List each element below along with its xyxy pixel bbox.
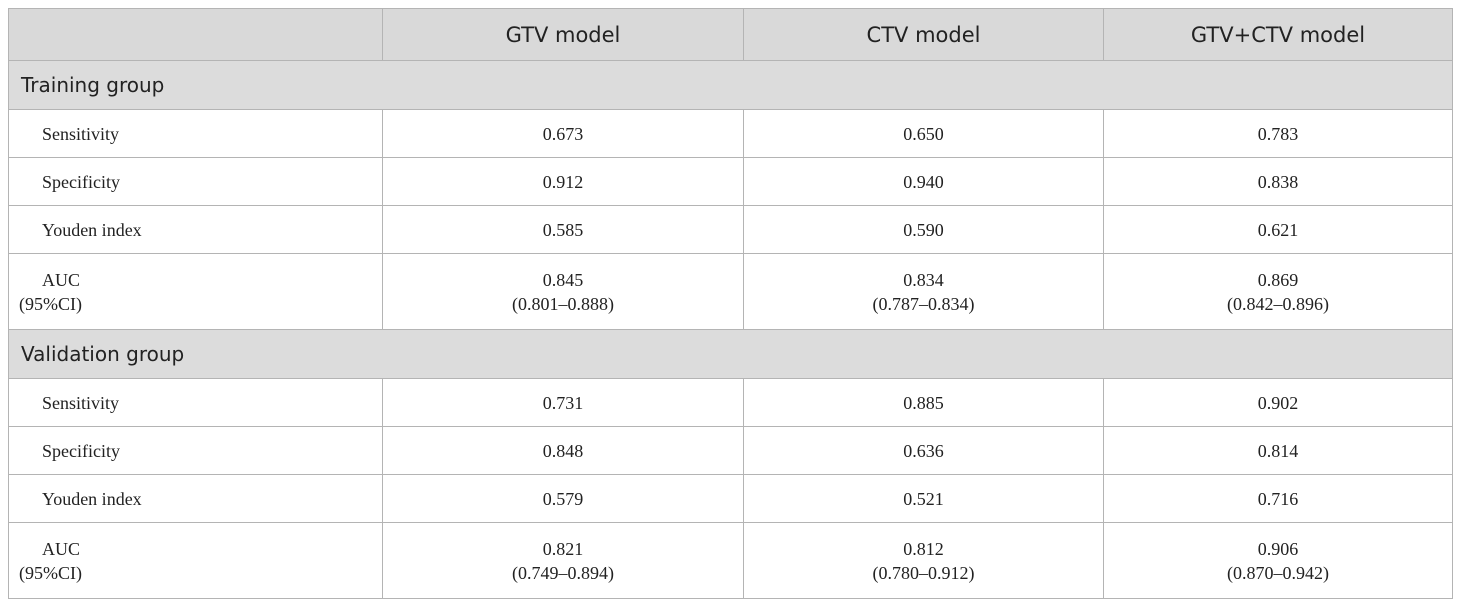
- value-line: 0.814: [1257, 440, 1299, 461]
- value-line: 0.579: [542, 488, 584, 509]
- row-label-line: Youden index: [42, 488, 142, 509]
- row-label-line: (95%CI): [19, 562, 82, 583]
- value-line: 0.838: [1257, 171, 1299, 192]
- row-label-line: AUC: [42, 269, 81, 290]
- value-line: 0.940: [903, 171, 944, 192]
- row-label-line: Youden index: [42, 219, 142, 240]
- row-label: Sensitivity: [8, 109, 383, 158]
- value-line: 0.834: [903, 269, 944, 290]
- value-line: 0.906: [1257, 538, 1299, 559]
- value-line: 0.521: [903, 488, 944, 509]
- header-cell: CTV model: [743, 8, 1104, 61]
- row-label: Specificity: [8, 426, 383, 475]
- row-label: AUC (95%CI): [8, 253, 383, 330]
- row-label-line: (95%CI): [19, 293, 82, 314]
- value-line: 0.783: [1257, 123, 1299, 144]
- row-label: Specificity: [8, 157, 383, 206]
- row-label: AUC (95%CI): [8, 522, 383, 599]
- value-line: (0.780–0.912): [872, 562, 975, 583]
- value-line: 0.636: [903, 440, 944, 461]
- value-cell: 0.812 (0.780–0.912): [743, 522, 1104, 599]
- value-cell: 0.848: [382, 426, 744, 475]
- value-cell: 0.716: [1103, 474, 1453, 523]
- value-cell: 0.814: [1103, 426, 1453, 475]
- value-cell: 0.731: [382, 378, 744, 427]
- value-line: 0.716: [1257, 488, 1299, 509]
- value-cell: 0.521: [743, 474, 1104, 523]
- value-line: (0.842–0.896): [1227, 293, 1329, 314]
- value-cell: 0.590: [743, 205, 1104, 254]
- value-line: 0.869: [1257, 269, 1299, 290]
- value-line: 0.731: [542, 392, 584, 413]
- row-label-line: Sensitivity: [42, 392, 120, 413]
- data-row: Youden index 0.585 0.590 0.621: [8, 205, 1453, 254]
- row-label-line: Specificity: [42, 171, 120, 192]
- value-line: 0.585: [542, 219, 584, 240]
- value-line: 0.673: [542, 123, 584, 144]
- value-line: (0.801–0.888): [512, 293, 614, 314]
- group-title: Training group: [8, 60, 1453, 110]
- value-cell: 0.579: [382, 474, 744, 523]
- value-line: 0.650: [903, 123, 944, 144]
- group-row: Validation group: [8, 329, 1453, 379]
- value-cell: 0.821 (0.749–0.894): [382, 522, 744, 599]
- value-cell: 0.783: [1103, 109, 1453, 158]
- row-label: Youden index: [8, 205, 383, 254]
- data-row: Sensitivity 0.673 0.650 0.783: [8, 109, 1453, 158]
- value-line: 0.902: [1257, 392, 1299, 413]
- header-cell: GTV model: [382, 8, 744, 61]
- value-line: (0.787–0.834): [872, 293, 975, 314]
- row-label-line: Sensitivity: [42, 123, 120, 144]
- value-line: 0.845: [542, 269, 584, 290]
- value-cell: 0.912: [382, 157, 744, 206]
- data-row: AUC (95%CI) 0.821 (0.749–0.894) 0.812 (0.780–…: [8, 522, 1453, 599]
- data-row: Specificity 0.848 0.636 0.814: [8, 426, 1453, 475]
- table-container: GTV model CTV model GTV+CTV model Training …: [8, 8, 1453, 599]
- results-table: GTV model CTV model GTV+CTV model Training …: [8, 8, 1453, 599]
- value-cell: 0.885: [743, 378, 1104, 427]
- value-line: 0.812: [903, 538, 944, 559]
- data-row: Sensitivity 0.731 0.885 0.902: [8, 378, 1453, 427]
- value-cell: 0.940: [743, 157, 1104, 206]
- row-label: Youden index: [8, 474, 383, 523]
- value-line: 0.885: [903, 392, 944, 413]
- header-cell: [8, 8, 383, 61]
- value-line: 0.912: [542, 171, 584, 192]
- value-cell: 0.845 (0.801–0.888): [382, 253, 744, 330]
- row-label: Sensitivity: [8, 378, 383, 427]
- value-cell: 0.906 (0.870–0.942): [1103, 522, 1453, 599]
- data-row: Specificity 0.912 0.940 0.838: [8, 157, 1453, 206]
- value-cell: 0.621: [1103, 205, 1453, 254]
- value-cell: 0.838: [1103, 157, 1453, 206]
- value-line: (0.870–0.942): [1227, 562, 1329, 583]
- value-cell: 0.902: [1103, 378, 1453, 427]
- header-cell: GTV+CTV model: [1103, 8, 1453, 61]
- group-row: Training group: [8, 60, 1453, 110]
- value-line: 0.621: [1257, 219, 1299, 240]
- value-cell: 0.869 (0.842–0.896): [1103, 253, 1453, 330]
- row-label-line: AUC: [42, 538, 81, 559]
- value-line: 0.848: [542, 440, 584, 461]
- header-row: GTV model CTV model GTV+CTV model: [8, 8, 1453, 61]
- value-line: 0.821: [542, 538, 584, 559]
- value-cell: 0.636: [743, 426, 1104, 475]
- value-line: 0.590: [903, 219, 944, 240]
- value-cell: 0.650: [743, 109, 1104, 158]
- value-cell: 0.673: [382, 109, 744, 158]
- row-label-line: Specificity: [42, 440, 120, 461]
- value-cell: 0.834 (0.787–0.834): [743, 253, 1104, 330]
- value-line: (0.749–0.894): [512, 562, 614, 583]
- group-title: Validation group: [8, 329, 1453, 379]
- data-row: AUC (95%CI) 0.845 (0.801–0.888) 0.834 (0.787–…: [8, 253, 1453, 330]
- value-cell: 0.585: [382, 205, 744, 254]
- data-row: Youden index 0.579 0.521 0.716: [8, 474, 1453, 523]
